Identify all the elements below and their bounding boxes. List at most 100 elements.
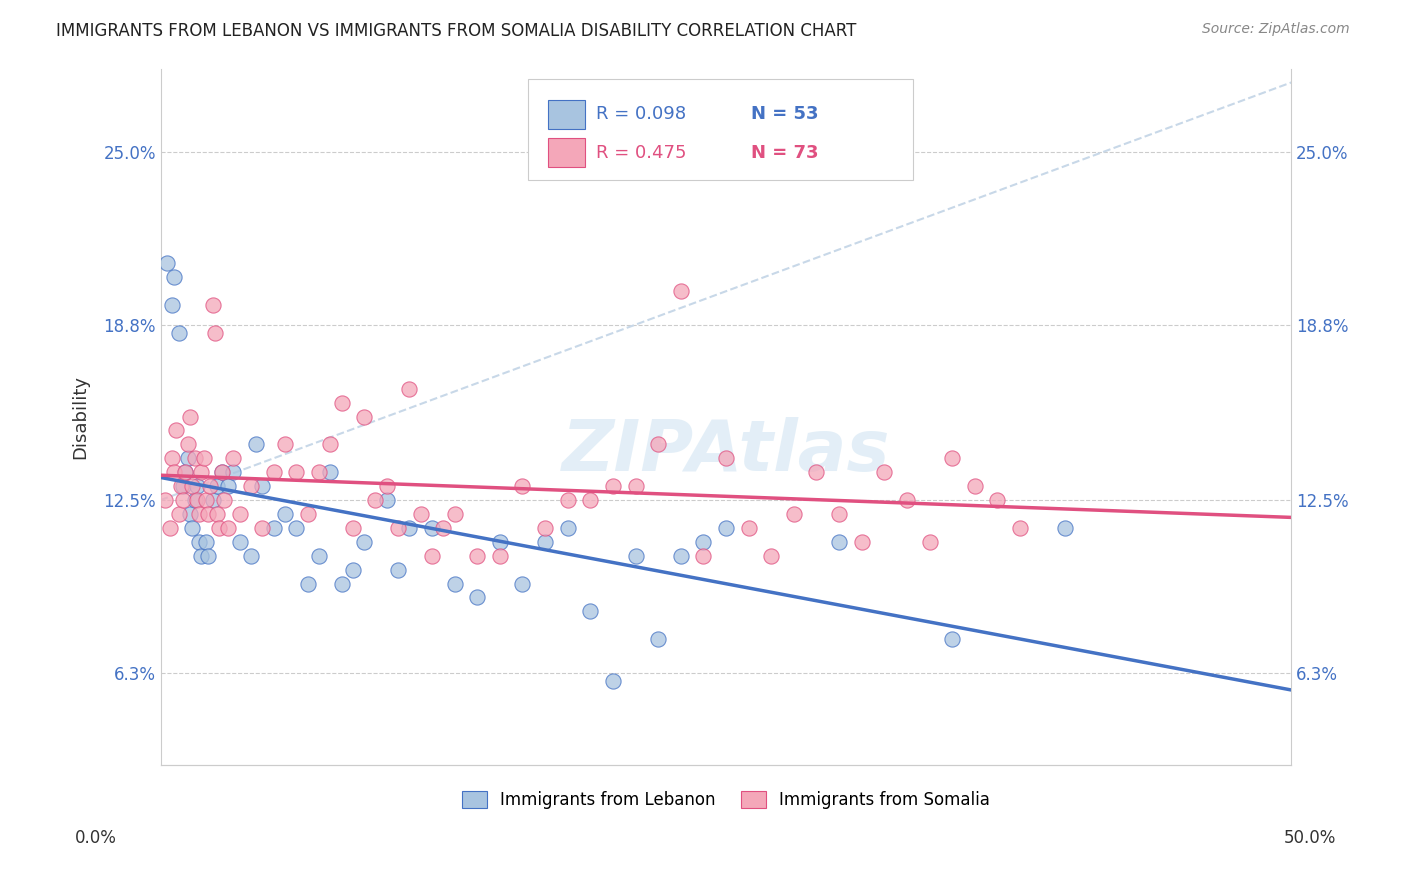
Point bbox=[274, 437, 297, 451]
Point bbox=[194, 534, 217, 549]
Point bbox=[624, 549, 647, 563]
Point bbox=[193, 451, 215, 466]
Point bbox=[512, 479, 534, 493]
Point bbox=[342, 521, 364, 535]
Point bbox=[602, 673, 624, 688]
Point bbox=[240, 549, 263, 563]
Point bbox=[465, 549, 488, 563]
Point bbox=[896, 493, 918, 508]
Point bbox=[205, 507, 228, 521]
Point bbox=[1008, 521, 1031, 535]
Point bbox=[217, 479, 239, 493]
Point bbox=[330, 395, 353, 409]
Point bbox=[174, 465, 197, 479]
Point bbox=[488, 534, 510, 549]
Point bbox=[208, 521, 231, 535]
Point bbox=[387, 521, 409, 535]
Point bbox=[201, 493, 224, 508]
Point bbox=[387, 563, 409, 577]
Point bbox=[274, 507, 297, 521]
Point bbox=[204, 326, 226, 340]
Point bbox=[319, 437, 342, 451]
Point bbox=[197, 549, 219, 563]
Point bbox=[579, 493, 602, 508]
Point bbox=[828, 507, 851, 521]
Point bbox=[172, 479, 194, 493]
Point bbox=[163, 465, 186, 479]
Point bbox=[205, 479, 228, 493]
Point bbox=[172, 493, 194, 508]
Point bbox=[761, 549, 783, 563]
Point bbox=[918, 534, 941, 549]
Point bbox=[986, 493, 1008, 508]
Point bbox=[557, 493, 579, 508]
Point bbox=[252, 521, 274, 535]
Point bbox=[409, 507, 432, 521]
Point bbox=[353, 534, 375, 549]
Point bbox=[159, 521, 181, 535]
Legend: Immigrants from Lebanon, Immigrants from Somalia: Immigrants from Lebanon, Immigrants from… bbox=[456, 784, 997, 815]
Point bbox=[602, 479, 624, 493]
Y-axis label: Disability: Disability bbox=[72, 375, 89, 458]
Point bbox=[941, 632, 963, 647]
Point bbox=[443, 576, 465, 591]
Point bbox=[156, 256, 179, 270]
Point bbox=[188, 534, 211, 549]
Point bbox=[165, 424, 187, 438]
Point bbox=[217, 521, 239, 535]
Point bbox=[398, 521, 420, 535]
Point bbox=[174, 465, 197, 479]
Point bbox=[212, 493, 235, 508]
Point bbox=[375, 493, 398, 508]
Point bbox=[330, 576, 353, 591]
Point bbox=[186, 479, 208, 493]
Point bbox=[375, 479, 398, 493]
Point bbox=[534, 534, 557, 549]
Point bbox=[190, 465, 212, 479]
Point bbox=[579, 604, 602, 618]
Point bbox=[692, 534, 714, 549]
Text: R = 0.098: R = 0.098 bbox=[596, 105, 686, 123]
Point bbox=[222, 465, 245, 479]
Point bbox=[245, 437, 267, 451]
Point bbox=[177, 451, 200, 466]
Point bbox=[963, 479, 986, 493]
Point bbox=[737, 521, 759, 535]
Point bbox=[443, 507, 465, 521]
Point bbox=[647, 437, 669, 451]
Point bbox=[364, 493, 387, 508]
Text: 0.0%: 0.0% bbox=[75, 829, 117, 847]
Text: N = 53: N = 53 bbox=[751, 105, 818, 123]
Point bbox=[183, 493, 205, 508]
Point bbox=[167, 507, 190, 521]
Point bbox=[420, 521, 443, 535]
Point bbox=[828, 534, 851, 549]
Text: 50.0%: 50.0% bbox=[1284, 829, 1337, 847]
Point bbox=[194, 493, 217, 508]
Point bbox=[229, 507, 252, 521]
Point bbox=[432, 521, 454, 535]
Point bbox=[252, 479, 274, 493]
Point bbox=[179, 409, 201, 424]
Point bbox=[263, 465, 285, 479]
Point bbox=[512, 576, 534, 591]
Point bbox=[285, 521, 308, 535]
Point bbox=[308, 549, 330, 563]
Point bbox=[420, 549, 443, 563]
Point bbox=[200, 479, 222, 493]
Point bbox=[263, 521, 285, 535]
Point bbox=[167, 326, 190, 340]
Point bbox=[240, 479, 263, 493]
Point bbox=[488, 549, 510, 563]
Point bbox=[806, 465, 828, 479]
Point bbox=[153, 493, 176, 508]
Point bbox=[465, 591, 488, 605]
Point bbox=[186, 493, 208, 508]
Point bbox=[285, 465, 308, 479]
Point bbox=[181, 479, 204, 493]
Point bbox=[714, 451, 737, 466]
Point bbox=[851, 534, 873, 549]
Point bbox=[179, 507, 201, 521]
Point bbox=[170, 479, 193, 493]
Text: ZIPAtlas: ZIPAtlas bbox=[562, 417, 890, 486]
